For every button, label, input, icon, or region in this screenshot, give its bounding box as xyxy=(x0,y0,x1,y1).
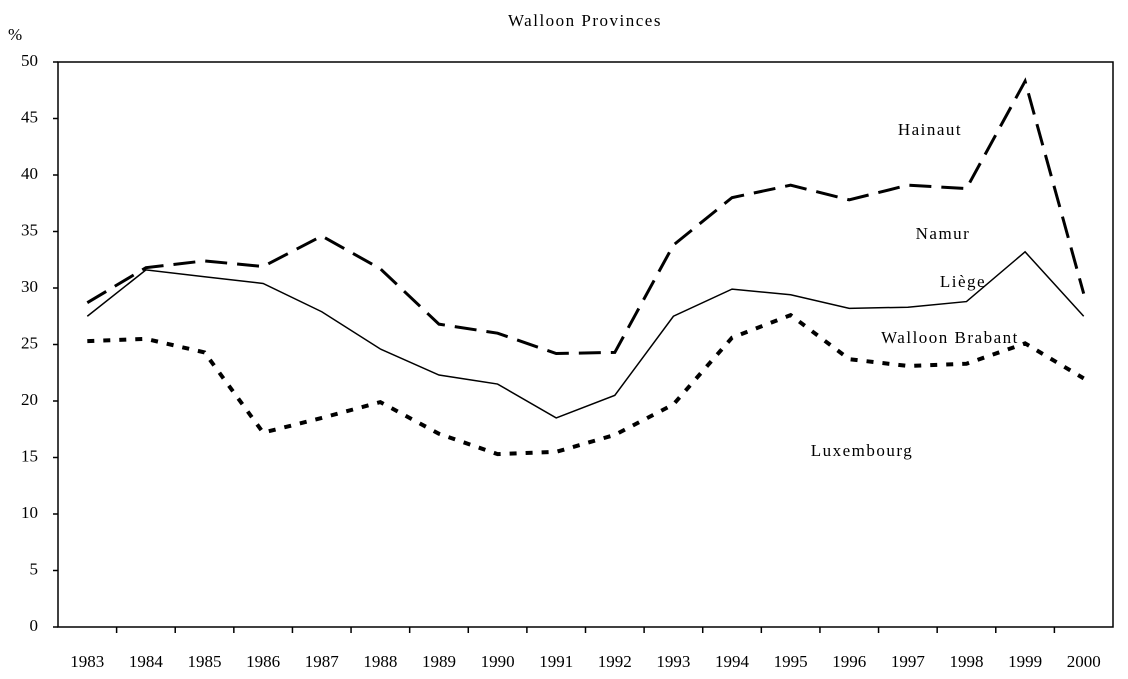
y-tick-label: 30 xyxy=(21,277,38,296)
series-label: Liège xyxy=(940,272,986,291)
x-tick-label: 1986 xyxy=(246,652,280,671)
x-tick-label: 1995 xyxy=(774,652,808,671)
y-tick-label: 25 xyxy=(21,333,38,352)
series-line xyxy=(86,77,1086,356)
series-line xyxy=(87,312,1085,457)
x-tick-label: 1998 xyxy=(949,652,983,671)
annotation: Walloon Brabant xyxy=(881,328,1019,347)
y-tick-label: 35 xyxy=(21,220,38,239)
x-tick-label: 1985 xyxy=(188,652,222,671)
x-tick-label: 1999 xyxy=(1008,652,1042,671)
x-tick-label: 1992 xyxy=(598,652,632,671)
x-tick-label: 1984 xyxy=(129,652,164,671)
series-line xyxy=(86,250,1085,419)
y-tick-label: 0 xyxy=(30,616,39,635)
x-tick-label: 1989 xyxy=(422,652,456,671)
x-tick-label: 2000 xyxy=(1067,652,1101,671)
x-tick-label: 1997 xyxy=(891,652,926,671)
x-tick-label: 1988 xyxy=(363,652,397,671)
y-tick-label: 15 xyxy=(21,446,38,465)
y-tick-label: 45 xyxy=(21,107,38,126)
x-tick-label: 1993 xyxy=(656,652,690,671)
x-tick-label: 1991 xyxy=(539,652,573,671)
y-tick-label: 20 xyxy=(21,390,38,409)
x-tick-label: 1990 xyxy=(481,652,515,671)
y-axis-label: % xyxy=(8,25,22,44)
y-tick-label: 5 xyxy=(30,559,39,578)
y-tick-label: 40 xyxy=(21,164,38,183)
x-tick-label: 1994 xyxy=(715,652,750,671)
series-label: Hainaut xyxy=(898,120,962,139)
x-tick-label: 1987 xyxy=(305,652,340,671)
x-tick-label: 1983 xyxy=(70,652,104,671)
y-tick-label: 10 xyxy=(21,503,38,522)
x-tick-label: 1996 xyxy=(832,652,866,671)
series-label: Luxembourg xyxy=(811,441,914,460)
y-tick-label: 50 xyxy=(21,51,38,70)
annotation: Namur xyxy=(916,224,971,243)
chart-title: Walloon Provinces xyxy=(508,11,662,30)
